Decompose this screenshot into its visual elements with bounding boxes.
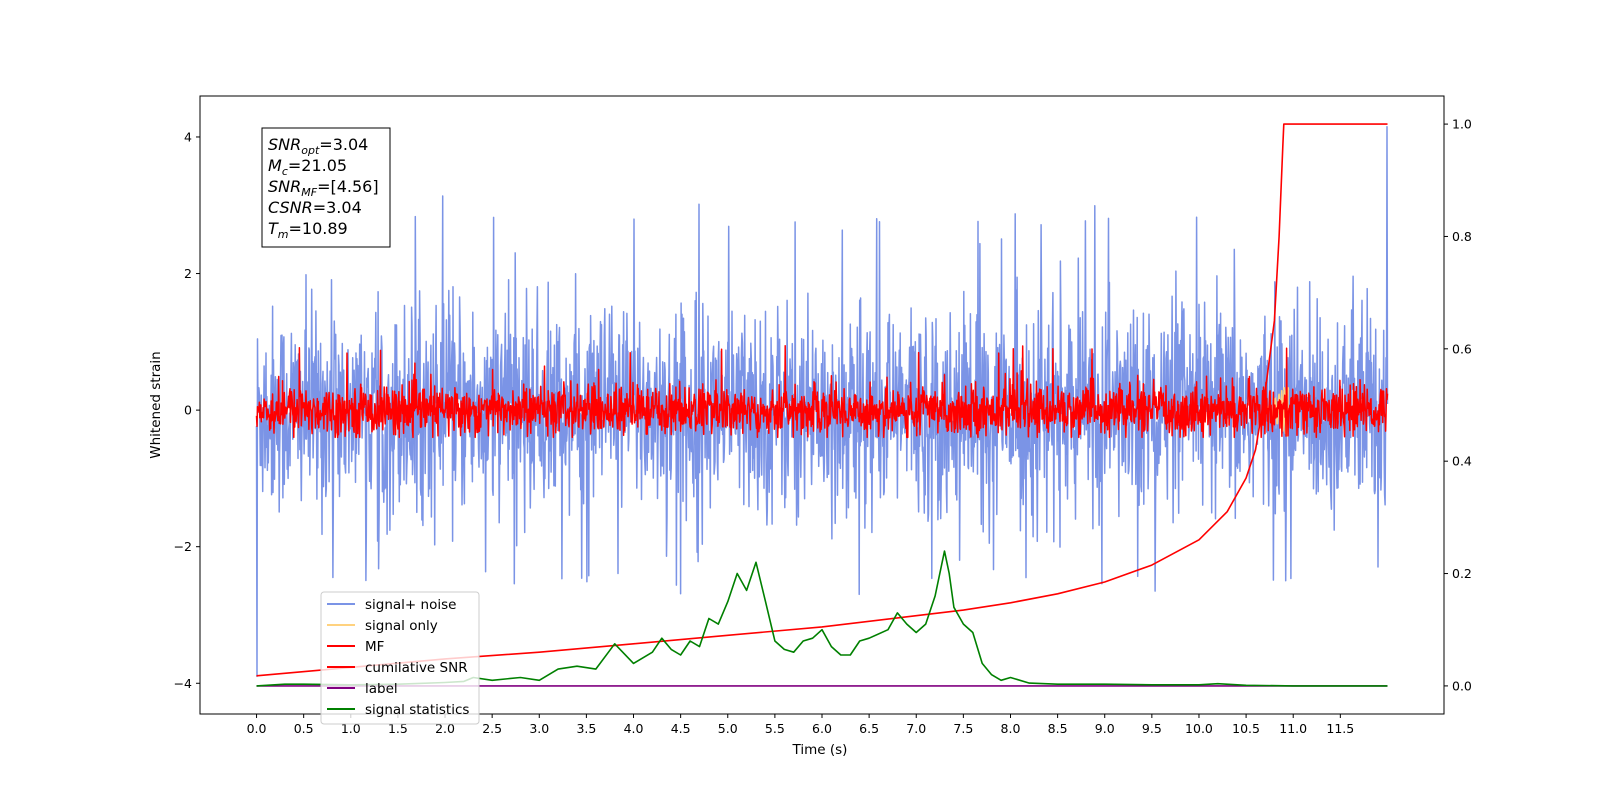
y-axis-left: −4 −2 0 2 4 (174, 129, 200, 691)
x-tick-label: 4.5 (671, 721, 691, 736)
series-line-signal-statistics (256, 550, 1388, 687)
y2-tick-label: 0.6 (1452, 341, 1472, 356)
legend-label: signal only (365, 618, 438, 634)
x-tick-label: 4.0 (624, 721, 644, 736)
annotation-line: Mc=21.05 (268, 156, 347, 178)
x-tick-label: 1.0 (341, 721, 361, 736)
x-tick-label: 8.0 (1001, 721, 1021, 736)
y-axis-right: 0.0 0.2 0.4 0.6 0.8 1.0 (1444, 117, 1472, 693)
y2-tick-label: 0.0 (1452, 678, 1472, 693)
annotation-symbol: SNR (268, 177, 301, 196)
x-tick-label: 2.5 (482, 721, 502, 736)
x-tick-label: 7.0 (906, 721, 926, 736)
annotation-symbol: M (268, 156, 282, 175)
x-tick-label: 9.0 (1095, 721, 1115, 736)
x-tick-label: 9.5 (1142, 721, 1162, 736)
annotation-line: CSNR=3.04 (268, 198, 362, 217)
y2-tick-label: 0.2 (1452, 566, 1472, 581)
x-tick-label: 0.0 (247, 721, 267, 736)
annotation-symbol: CSNR (268, 198, 313, 217)
series-line-signal-noise (255, 125, 1389, 678)
x-tick-label: 10.0 (1185, 721, 1213, 736)
y2-tick-label: 0.4 (1452, 454, 1472, 469)
annotation-value: =3.04 (319, 135, 368, 154)
legend: signal+ noise signal only MF cumilative SNR… (320, 591, 480, 725)
x-tick-label: 5.0 (718, 721, 738, 736)
legend-label: signal+ noise (365, 597, 456, 613)
x-tick-label: 7.5 (953, 721, 973, 736)
stats-annotation-box: SNRopt=3.04Mc=21.05SNRMF=[4.56]CSNR=3.04… (261, 127, 391, 248)
series-line-mf (255, 345, 1389, 439)
x-tick-label: 2.0 (435, 721, 455, 736)
x-tick-label: 6.0 (812, 721, 832, 736)
y2-tick-label: 1.0 (1452, 117, 1472, 132)
x-axis-label: Time (s) (792, 742, 848, 758)
x-tick-label: 1.5 (388, 721, 408, 736)
annotation-value: =10.89 (289, 219, 348, 238)
annotation-subscript: c (282, 165, 288, 178)
x-tick-label: 6.5 (859, 721, 879, 736)
y-tick-label: 2 (184, 266, 192, 281)
y2-tick-label: 0.8 (1452, 229, 1472, 244)
legend-frame (320, 591, 480, 725)
legend-label: cumilative SNR (365, 660, 468, 676)
annotation-subscript: MF (301, 186, 317, 199)
annotation-symbol: SNR (268, 135, 301, 154)
y-axis-label: Whitened strain (148, 351, 164, 458)
legend-label: MF (365, 639, 384, 655)
x-tick-label: 0.5 (294, 721, 314, 736)
annotation-line: SNRMF=[4.56] (268, 177, 379, 199)
annotation-frame (261, 127, 391, 248)
series-line-cumilative-snr (256, 123, 1388, 677)
annotation-value: =21.05 (288, 156, 347, 175)
annotation-value: =3.04 (313, 198, 362, 217)
legend-label: label (365, 681, 398, 697)
annotation-subscript: m (278, 228, 289, 241)
x-tick-label: 11.0 (1279, 721, 1307, 736)
y-tick-label: 0 (184, 403, 192, 418)
y-tick-label: −2 (174, 539, 192, 554)
x-tick-label: 3.5 (576, 721, 596, 736)
x-axis: 0.0 0.5 1.0 1.5 2.0 2.5 3.0 3.5 4.0 4.5 5.0 5.5 6.0 6… (247, 714, 1354, 736)
x-tick-label: 10.5 (1232, 721, 1260, 736)
series-layer (255, 123, 1389, 687)
annotation-line: Tm=10.89 (268, 219, 348, 241)
annotation-value: =[4.56] (317, 177, 379, 196)
plot-area (255, 123, 1389, 687)
x-tick-label: 5.5 (765, 721, 785, 736)
annotation-symbol: T (268, 219, 279, 238)
x-tick-label: 3.0 (529, 721, 549, 736)
y-tick-label: 4 (184, 129, 192, 144)
annotation-subscript: opt (301, 144, 320, 157)
y-tick-label: −4 (174, 676, 192, 691)
annotation-line: SNRopt=3.04 (268, 135, 368, 157)
x-tick-label: 8.5 (1048, 721, 1068, 736)
x-tick-label: 11.5 (1326, 721, 1354, 736)
legend-label: signal statistics (365, 702, 469, 718)
